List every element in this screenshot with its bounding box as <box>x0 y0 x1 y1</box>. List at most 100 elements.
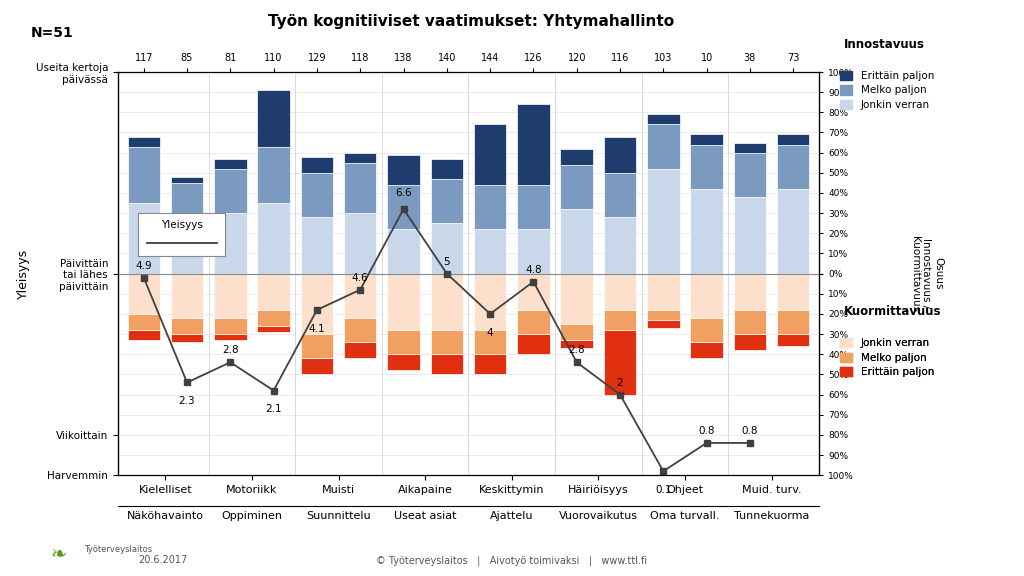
Bar <box>647 320 680 328</box>
Bar <box>128 137 160 147</box>
Text: 2.8: 2.8 <box>222 346 239 355</box>
Bar <box>647 274 680 310</box>
Bar <box>474 330 506 354</box>
Bar <box>690 135 723 145</box>
Bar <box>128 274 160 314</box>
Bar <box>604 217 636 274</box>
Text: 4: 4 <box>486 328 494 338</box>
Bar <box>517 334 550 354</box>
Bar <box>733 143 766 153</box>
Text: 4.8: 4.8 <box>525 265 542 275</box>
Text: 2.1: 2.1 <box>265 404 282 414</box>
Bar <box>604 173 636 217</box>
Bar <box>733 274 766 310</box>
Bar <box>344 342 377 358</box>
Bar <box>733 197 766 274</box>
Bar <box>690 189 723 274</box>
Text: 2.3: 2.3 <box>179 396 196 406</box>
Bar <box>171 177 204 183</box>
Bar <box>214 159 247 169</box>
Bar <box>517 229 550 274</box>
Bar <box>301 217 333 274</box>
Bar <box>387 354 420 370</box>
Bar <box>517 310 550 334</box>
Bar <box>604 274 636 310</box>
Bar <box>171 334 204 342</box>
Bar <box>344 163 377 213</box>
Bar <box>517 274 550 310</box>
Bar <box>171 183 204 223</box>
Bar <box>733 334 766 350</box>
Bar <box>560 209 593 274</box>
Y-axis label: Yleisyys: Yleisyys <box>17 248 30 299</box>
Bar <box>560 324 593 340</box>
Bar <box>214 213 247 274</box>
Bar <box>344 153 377 162</box>
Bar <box>604 310 636 330</box>
Text: 5: 5 <box>443 257 451 267</box>
Bar <box>387 229 420 274</box>
Bar <box>257 146 290 203</box>
Text: ❧: ❧ <box>51 545 67 564</box>
Bar <box>431 158 463 179</box>
Text: 0.1: 0.1 <box>655 485 672 495</box>
Bar <box>171 223 204 274</box>
Bar <box>214 274 247 318</box>
Text: 0.8: 0.8 <box>741 426 758 436</box>
Text: Kuormittavuus: Kuormittavuus <box>844 305 941 319</box>
Bar <box>777 310 809 334</box>
Bar <box>647 310 680 320</box>
Bar <box>474 229 506 274</box>
Text: Työn kognitiiviset vaatimukset: Yhtymahallinto: Työn kognitiiviset vaatimukset: Yhtymaha… <box>268 14 674 29</box>
Bar <box>733 310 766 334</box>
Bar <box>431 179 463 223</box>
Text: 4.9: 4.9 <box>135 261 152 271</box>
Bar <box>517 104 550 185</box>
Bar <box>474 274 506 330</box>
Bar <box>214 318 247 334</box>
Bar <box>647 115 680 124</box>
Bar <box>387 330 420 354</box>
Bar <box>431 274 463 330</box>
Bar <box>171 274 204 318</box>
Bar <box>474 354 506 374</box>
Text: Innostavuus: Innostavuus <box>844 38 925 51</box>
Bar <box>214 334 247 340</box>
Bar <box>387 274 420 330</box>
Bar <box>431 354 463 374</box>
Bar <box>257 90 290 147</box>
Bar <box>301 274 333 334</box>
Bar <box>214 169 247 213</box>
Bar <box>344 274 377 318</box>
Bar <box>128 314 160 330</box>
Text: N=51: N=51 <box>31 26 74 40</box>
Bar <box>431 223 463 274</box>
Bar <box>431 330 463 354</box>
Bar <box>344 318 377 342</box>
Bar <box>301 173 333 217</box>
Text: Yleisyys: Yleisyys <box>161 220 203 230</box>
Bar <box>560 340 593 348</box>
Bar <box>777 135 809 145</box>
Legend: Jonkin verran, Melko paljon, Erittäin paljon: Jonkin verran, Melko paljon, Erittäin pa… <box>840 338 934 377</box>
Bar <box>387 154 420 185</box>
Bar <box>690 318 723 342</box>
Bar <box>560 274 593 324</box>
Text: © Työterveyslaitos   |   Aivotyö toimivaksi   |   www.ttl.fi: © Työterveyslaitos | Aivotyö toimivaksi … <box>377 555 647 566</box>
Bar <box>647 124 680 169</box>
Bar <box>344 213 377 274</box>
Text: 20.6.2017: 20.6.2017 <box>138 555 187 565</box>
Bar <box>777 189 809 274</box>
Text: 6.6: 6.6 <box>395 188 412 198</box>
Bar <box>690 145 723 189</box>
Bar <box>257 203 290 274</box>
Bar <box>128 203 160 274</box>
Bar <box>301 157 333 173</box>
Bar <box>301 334 333 358</box>
Bar <box>474 185 506 229</box>
Bar <box>257 310 290 326</box>
Bar <box>474 124 506 185</box>
Bar <box>257 326 290 332</box>
Bar <box>257 274 290 310</box>
Bar <box>128 330 160 340</box>
